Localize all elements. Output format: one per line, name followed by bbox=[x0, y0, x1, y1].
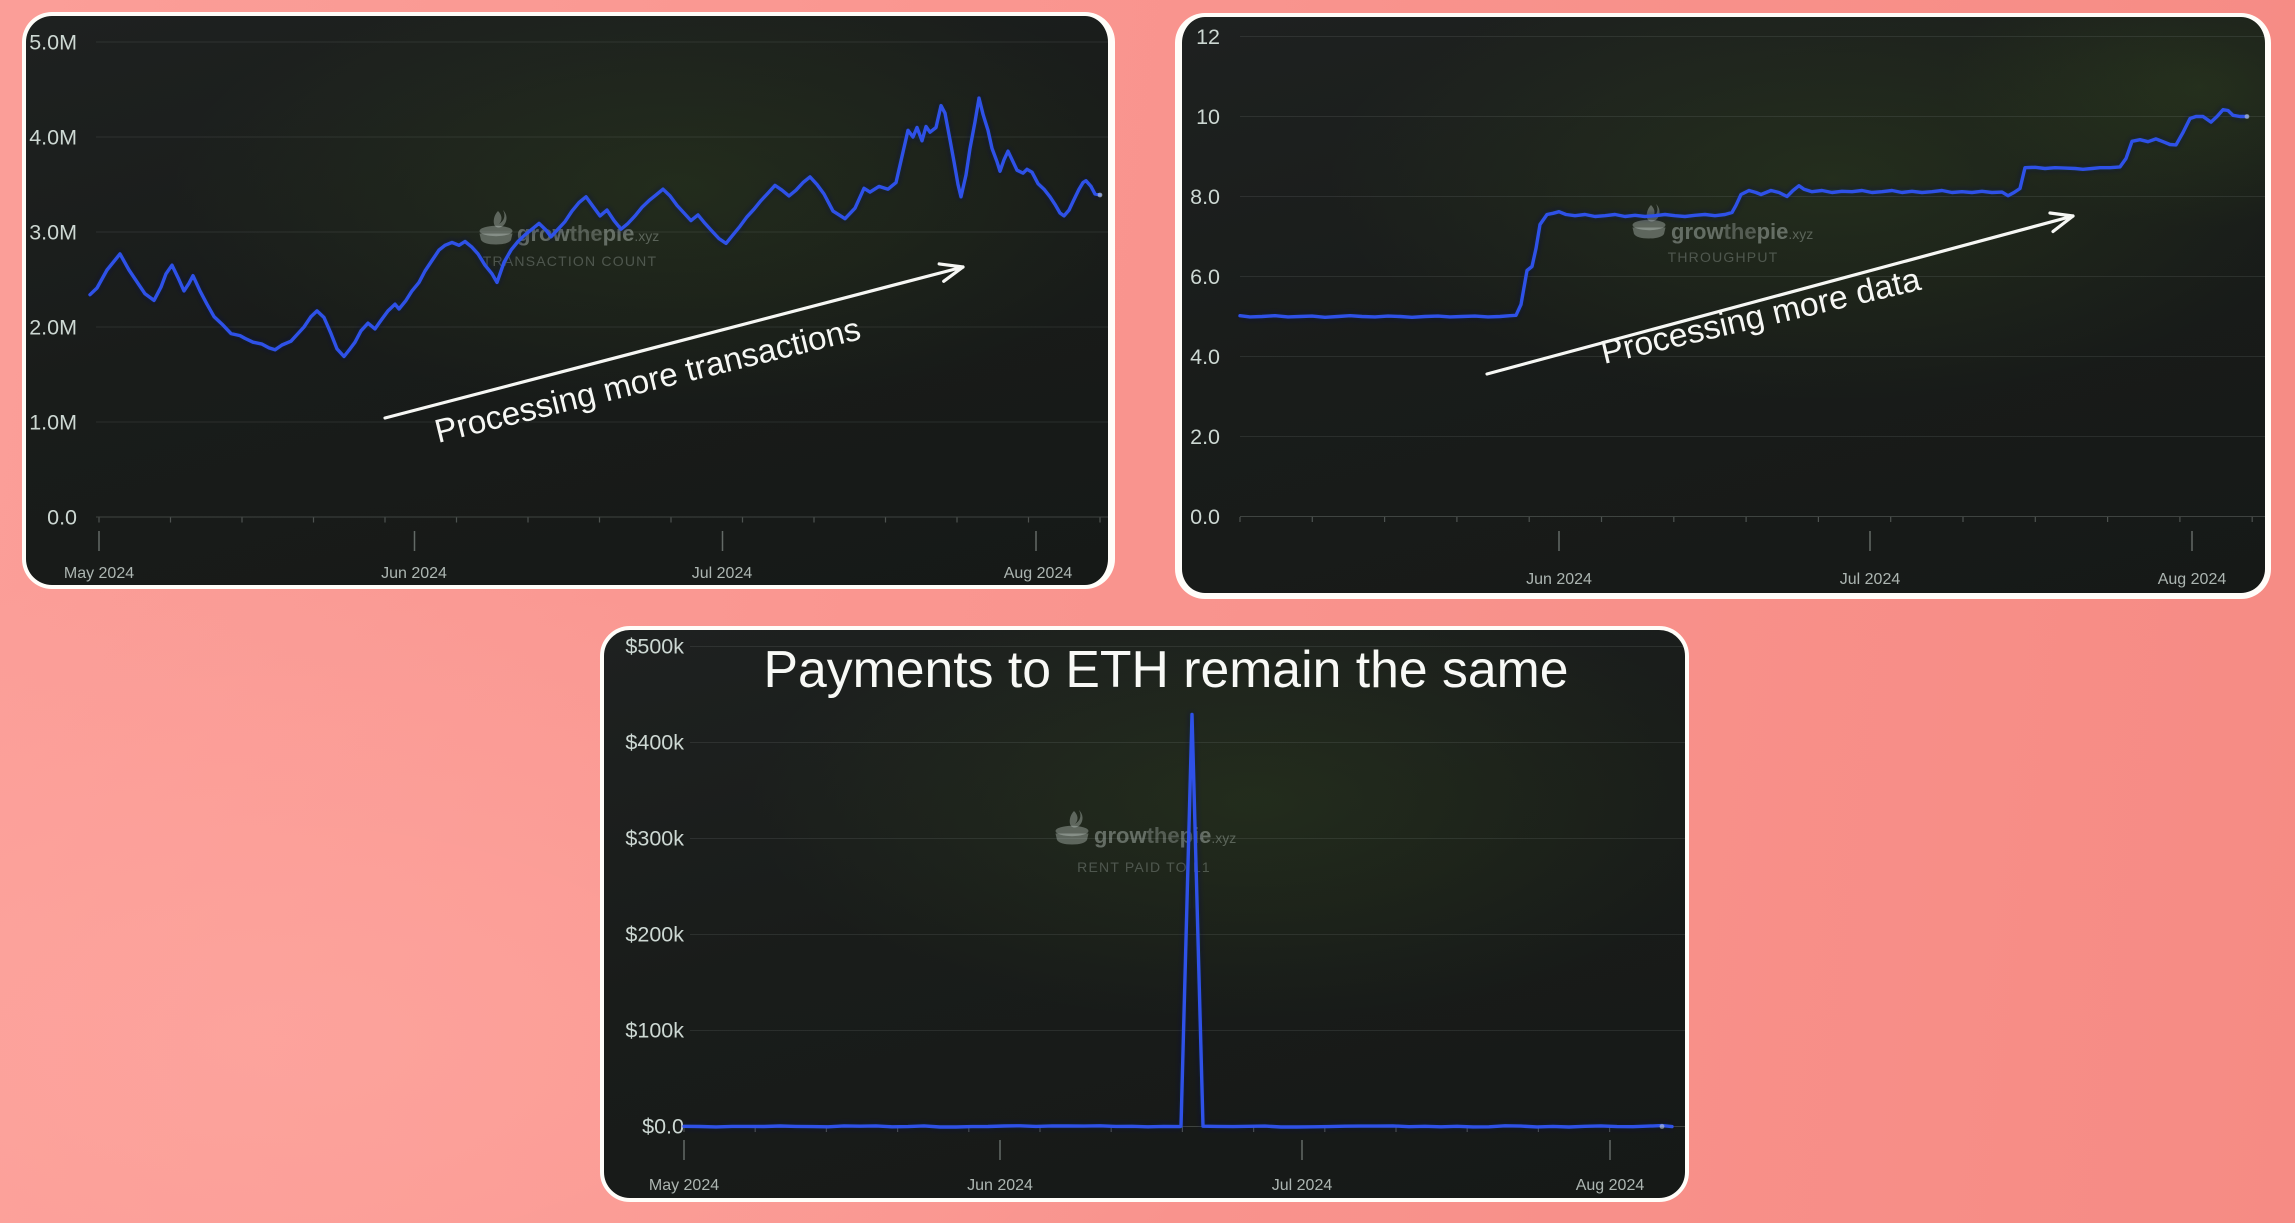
svg-text:6.0: 6.0 bbox=[1190, 265, 1220, 289]
svg-text:growthepie.xyz: growthepie.xyz bbox=[1671, 219, 1813, 244]
svg-text:TRANSACTION COUNT: TRANSACTION COUNT bbox=[483, 253, 657, 269]
svg-text:Jul 2024: Jul 2024 bbox=[1840, 571, 1901, 588]
svg-text:Jun 2024: Jun 2024 bbox=[1526, 571, 1592, 588]
svg-text:Jun 2024: Jun 2024 bbox=[967, 1177, 1033, 1194]
svg-text:THROUGHPUT: THROUGHPUT bbox=[1668, 249, 1779, 265]
svg-text:Aug 2024: Aug 2024 bbox=[1004, 565, 1073, 582]
svg-text:1.0M: 1.0M bbox=[29, 411, 77, 435]
svg-text:Jul 2024: Jul 2024 bbox=[1272, 1177, 1333, 1194]
svg-text:Aug 2024: Aug 2024 bbox=[2158, 571, 2227, 588]
svg-text:Jun 2024: Jun 2024 bbox=[381, 565, 447, 582]
svg-text:10: 10 bbox=[1196, 105, 1220, 129]
svg-text:RENT PAID TO L1: RENT PAID TO L1 bbox=[1077, 859, 1211, 875]
svg-text:Aug 2024: Aug 2024 bbox=[1576, 1177, 1645, 1194]
svg-text:$500k: $500k bbox=[625, 635, 684, 659]
svg-text:2.0: 2.0 bbox=[1190, 425, 1220, 449]
svg-text:2.0M: 2.0M bbox=[29, 316, 77, 340]
svg-text:May 2024: May 2024 bbox=[649, 1177, 719, 1194]
svg-text:8.0: 8.0 bbox=[1190, 185, 1220, 209]
svg-text:Processing more transactions: Processing more transactions bbox=[431, 310, 864, 450]
svg-text:$300k: $300k bbox=[625, 827, 684, 851]
svg-text:$400k: $400k bbox=[625, 731, 684, 755]
svg-text:growthepie.xyz: growthepie.xyz bbox=[1094, 823, 1236, 848]
svg-text:4.0: 4.0 bbox=[1190, 345, 1220, 369]
svg-text:3.0M: 3.0M bbox=[29, 221, 77, 245]
svg-text:12: 12 bbox=[1196, 25, 1220, 49]
svg-text:0.0: 0.0 bbox=[47, 506, 77, 530]
svg-text:$0.0: $0.0 bbox=[642, 1115, 684, 1139]
svg-text:5.0M: 5.0M bbox=[29, 31, 77, 55]
svg-text:Payments to ETH remain the sam: Payments to ETH remain the same bbox=[764, 641, 1569, 699]
svg-text:0.0: 0.0 bbox=[1190, 505, 1220, 529]
svg-text:May 2024: May 2024 bbox=[64, 565, 134, 582]
svg-text:4.0M: 4.0M bbox=[29, 126, 77, 150]
svg-text:$100k: $100k bbox=[625, 1019, 684, 1043]
svg-text:Jul 2024: Jul 2024 bbox=[692, 565, 753, 582]
svg-text:$200k: $200k bbox=[625, 923, 684, 947]
